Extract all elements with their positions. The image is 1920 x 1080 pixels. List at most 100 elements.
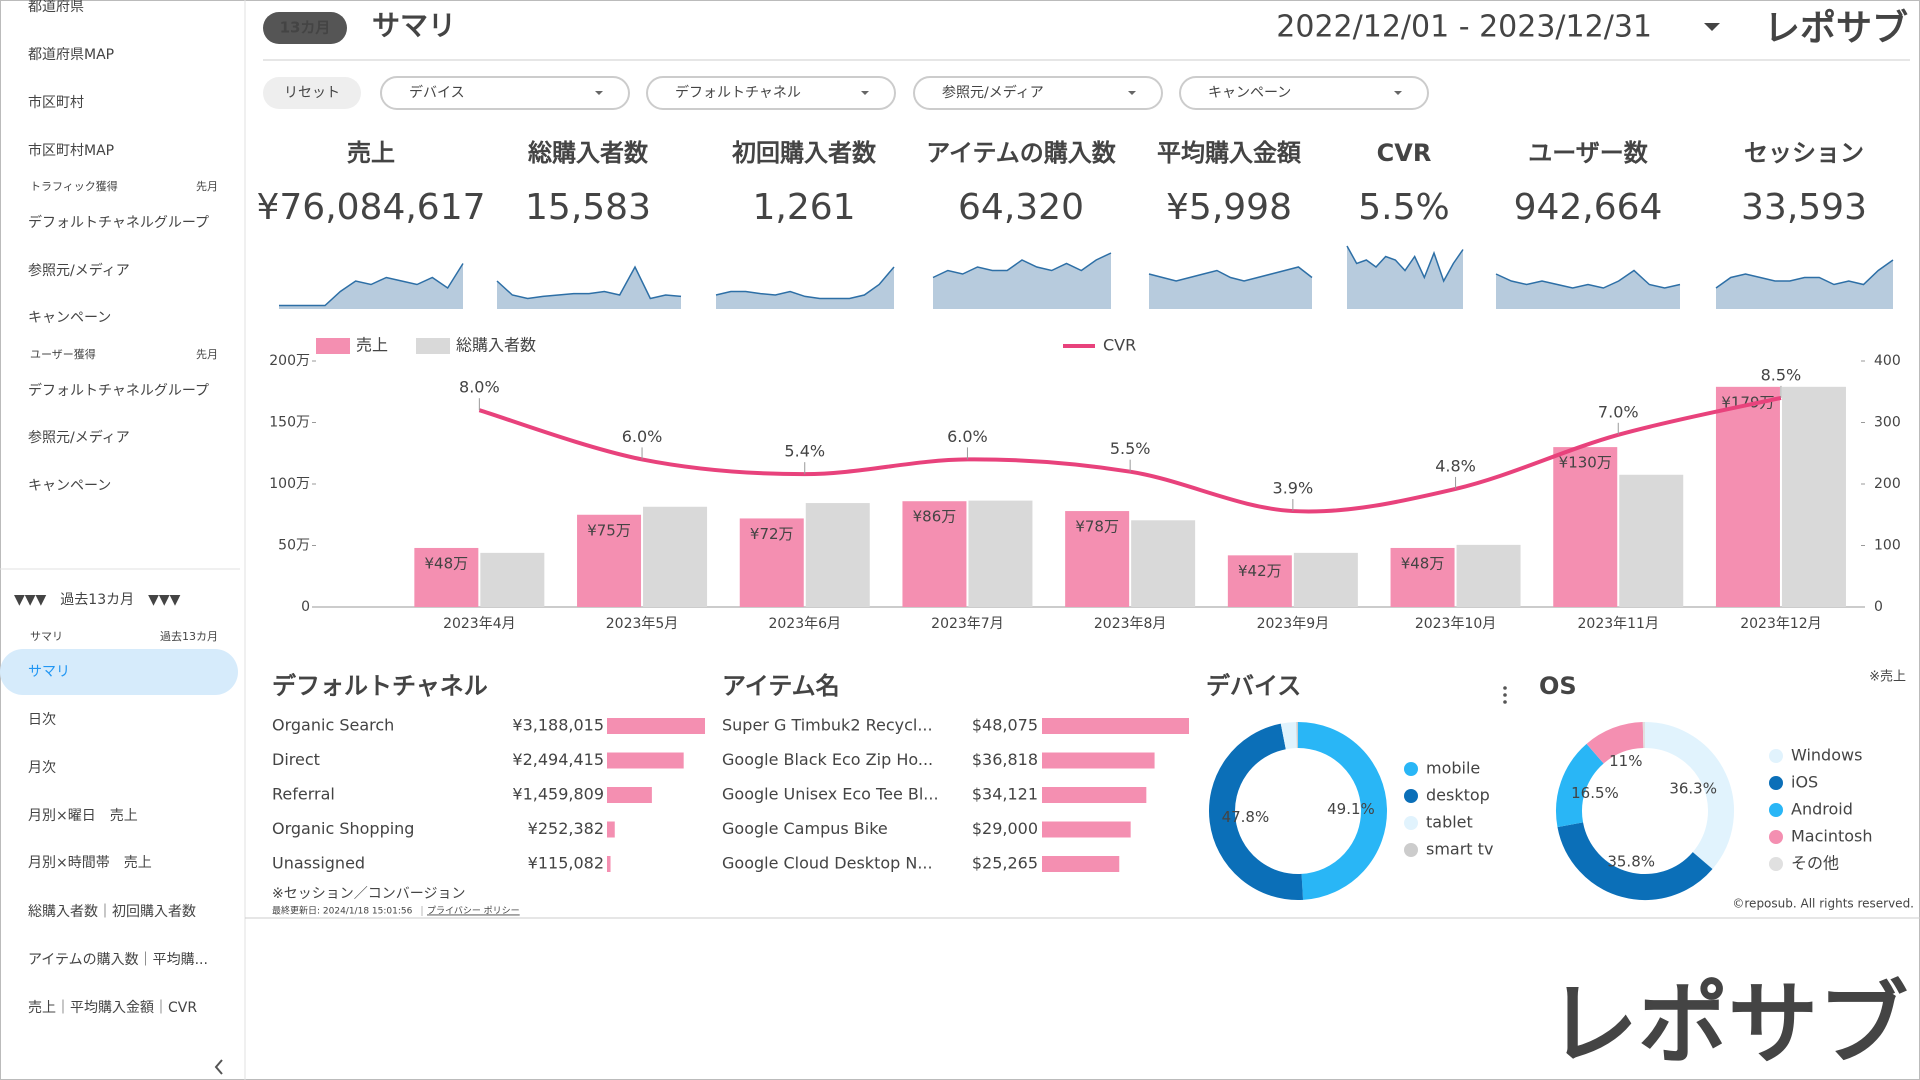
donut-label: 11%	[1609, 752, 1642, 770]
bar	[1065, 511, 1130, 607]
sparkline-area	[497, 267, 681, 309]
filter-dropdown[interactable]	[380, 76, 630, 110]
sparkline	[496, 265, 682, 300]
legend-dot	[1404, 843, 1418, 857]
kpi-value: ¥5,998	[1166, 187, 1292, 228]
legend-swatch	[316, 338, 350, 354]
row-value: $25,265	[972, 854, 1038, 873]
donut-label: 36.3%	[1669, 779, 1717, 797]
bar	[577, 514, 642, 607]
logo: レポサブ	[1764, 7, 1908, 49]
privacy-link[interactable]: プライバシー ポリシー	[427, 906, 520, 917]
sparkline-area	[1347, 246, 1463, 309]
y-tick-label: 150万	[269, 415, 310, 431]
copyright: ©reposub. All rights reserved.	[1732, 897, 1914, 911]
sidebar-section-note: 先月	[196, 348, 218, 361]
sidebar-item[interactable]: 売上｜平均購入金額｜CVR	[28, 1000, 197, 1016]
sidebar-item[interactable]: 参照元/メディア	[28, 429, 130, 446]
row-value: ¥115,082	[528, 854, 604, 873]
sparkline	[1346, 245, 1464, 283]
sidebar-item[interactable]: 月別×時間帯 売上	[28, 855, 152, 871]
footnote: ※セッション／コンバージョン	[272, 886, 465, 902]
cvr-line	[478, 395, 1782, 514]
filter-label[interactable]: デフォルトチャネル	[675, 84, 801, 101]
row-name: Direct	[272, 750, 320, 769]
collapse-icon[interactable]	[214, 1059, 223, 1075]
sparkline	[1715, 259, 1894, 289]
sparkline	[1148, 266, 1313, 282]
sales-note: ※売上	[1869, 669, 1906, 685]
kpi-value: 942,664	[1514, 187, 1663, 228]
legend-label: mobile	[1426, 759, 1480, 778]
filter-dropdown[interactable]	[1179, 76, 1429, 110]
dropdown-arrow[interactable]	[1128, 91, 1136, 95]
sidebar-item[interactable]: 日次	[28, 712, 56, 728]
sidebar-item[interactable]: 市区町村	[28, 95, 84, 111]
row-value: ¥252,382	[528, 819, 604, 838]
sparkline	[279, 263, 464, 307]
sidebar-item[interactable]: デフォルトチャネルグループ	[28, 214, 209, 231]
row-name: Organic Shopping	[272, 819, 414, 838]
watermark: レポサブ	[1548, 972, 1908, 1077]
sidebar-item[interactable]: 都道府県MAP	[28, 47, 114, 63]
sidebar-item[interactable]: 月次	[28, 760, 56, 776]
sidebar-item[interactable]: 参照元/メディア	[28, 262, 130, 279]
sidebar-item[interactable]: サマリ	[28, 664, 70, 680]
y2-tick-label: 400	[1874, 353, 1901, 369]
sidebar-item[interactable]: 月別×曜日 売上	[28, 808, 138, 824]
dropdown-arrow[interactable]	[1394, 91, 1402, 95]
sidebar-section-title: トラフィック獲得	[30, 179, 118, 193]
cvr-label: 6.0%	[622, 427, 663, 446]
filter-label[interactable]: キャンペーン	[1208, 85, 1291, 101]
bar-label: ¥42万	[1238, 562, 1282, 580]
kpi-value: ¥76,084,617	[256, 187, 485, 228]
kpi-value: 33,593	[1741, 187, 1867, 228]
menu-dots[interactable]	[1503, 686, 1507, 704]
filter-dropdown[interactable]	[646, 76, 896, 110]
row-name: Organic Search	[272, 716, 394, 735]
sidebar-item[interactable]: 市区町村MAP	[28, 143, 114, 159]
bar	[902, 501, 967, 607]
reset-button[interactable]: リセット	[284, 85, 340, 101]
legend-label: 総購入者数	[456, 336, 536, 355]
sparkline	[932, 252, 1112, 279]
kpi-label: セッション	[1744, 139, 1864, 167]
y-tick-label: 50万	[278, 538, 310, 554]
filter-dropdown[interactable]	[913, 76, 1163, 110]
bar	[805, 503, 870, 607]
date-range[interactable]: 2022/12/01 - 2023/12/31	[1276, 10, 1652, 45]
section-title: OS	[1539, 672, 1577, 700]
sidebar-item[interactable]: キャンペーン	[28, 478, 111, 494]
row-name: Super G Timbuk2 Recycl...	[722, 716, 933, 735]
badge-bg	[263, 12, 347, 44]
last-updated: 最終更新日: 2024/1/18 15:01:56	[272, 905, 413, 917]
filter-label[interactable]: 参照元/メディア	[942, 84, 1044, 101]
date-dropdown-icon[interactable]	[1704, 23, 1720, 31]
row-value: $34,121	[972, 785, 1038, 804]
page-title: サマリ	[372, 9, 456, 42]
row-name: Google Unisex Eco Tee Bl...	[722, 785, 939, 804]
sidebar-item[interactable]: 総購入者数｜初回購入者数	[28, 904, 196, 920]
legend-label: tablet	[1426, 813, 1473, 832]
x-tick-label: 2023年5月	[606, 616, 679, 632]
kpi-label: アイテムの購入数	[926, 139, 1117, 167]
sidebar-item[interactable]: 都道府県	[28, 0, 84, 15]
dropdown-arrow[interactable]	[861, 91, 869, 95]
sidebar-item[interactable]: アイテムの購入数｜平均購...	[28, 952, 208, 968]
cvr-label: 5.5%	[1110, 439, 1151, 458]
sidebar-item[interactable]: キャンペーン	[28, 310, 111, 326]
sidebar-range-label: ▼▼▼ 過去13カ月 ▼▼▼	[14, 592, 181, 608]
donut-segment	[1297, 722, 1387, 900]
row-value: ¥2,494,415	[512, 750, 604, 769]
filter-label[interactable]: デバイス	[409, 84, 465, 101]
cvr-label: 6.0%	[947, 427, 988, 446]
row-bar	[1042, 787, 1147, 803]
legend-label: smart tv	[1426, 840, 1493, 859]
kpi-value: 5.5%	[1358, 187, 1449, 228]
legend-label: Android	[1791, 800, 1853, 819]
sidebar-item[interactable]: デフォルトチャネルグループ	[28, 382, 209, 399]
dropdown-arrow[interactable]	[595, 91, 603, 95]
bar	[414, 547, 479, 607]
reset-button-bg[interactable]	[263, 77, 361, 109]
